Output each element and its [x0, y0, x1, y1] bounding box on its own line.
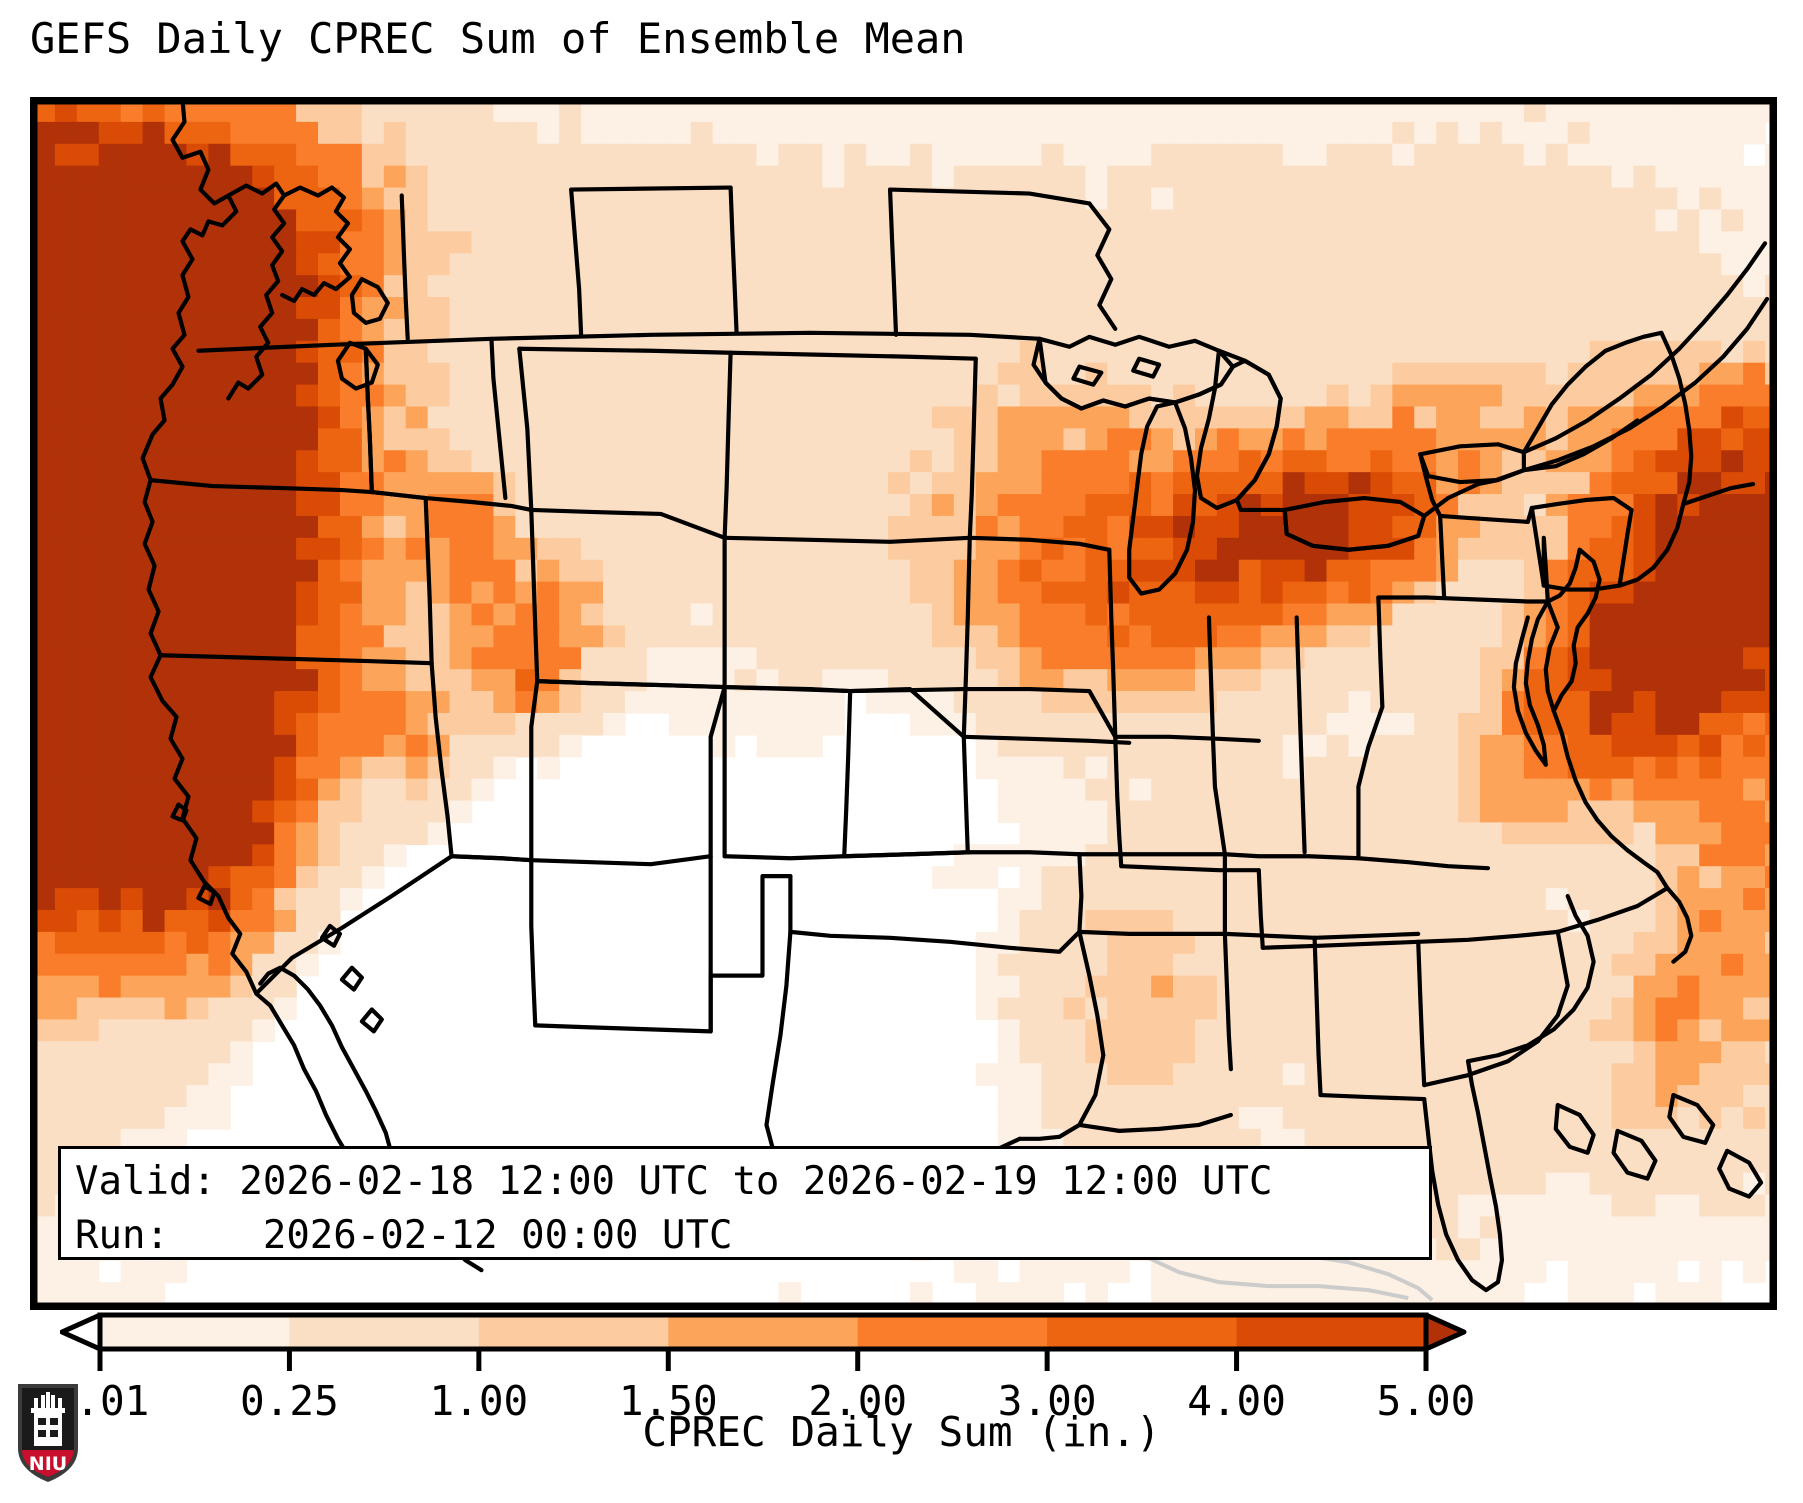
niu-logo: NIU: [18, 1384, 78, 1482]
colorbar-ticks: [97, 1349, 1429, 1371]
colorbar-tick-label: 3.00: [998, 1377, 1097, 1425]
niu-logo-text: NIU: [29, 1453, 67, 1475]
valid-run-annotation: Valid: 2026-02-18 12:00 UTC to 2026-02-1…: [58, 1146, 1432, 1260]
colorbar-axis-label: CPREC Daily Sum (in.): [642, 1408, 1161, 1456]
colorbar-tick-label: 4.00: [1187, 1377, 1286, 1425]
colorbar-tick-label: 0.25: [240, 1377, 339, 1425]
colorbar: 0.01 0.25 1.00 1.50 2.00 3.00 4.00 5.00: [60, 1303, 1475, 1503]
colorbar-tick-label: 1.00: [429, 1377, 528, 1425]
run-time-line: Run: 2026-02-12 00:00 UTC: [75, 1213, 733, 1258]
colorbar-tick-label: 1.50: [619, 1377, 718, 1425]
valid-time-line: Valid: 2026-02-18 12:00 UTC to 2026-02-1…: [75, 1159, 1273, 1204]
colorbar-svg: 0.01 0.25 1.00 1.50 2.00 3.00 4.00 5.00: [60, 1312, 1475, 1425]
colorbar-tick-labels: 0.01 0.25 1.00 1.50 2.00 3.00 4.00 5.00: [60, 1377, 1475, 1425]
map-panel: [30, 97, 1777, 1310]
precipitation-heatmap: [33, 100, 1774, 1307]
colorbar-tick-label: 5.00: [1377, 1377, 1476, 1425]
page-title: GEFS Daily CPREC Sum of Ensemble Mean: [30, 14, 966, 63]
colorbar-bands: [60, 1312, 1467, 1352]
colorbar-tick-label: 2.00: [808, 1377, 907, 1425]
